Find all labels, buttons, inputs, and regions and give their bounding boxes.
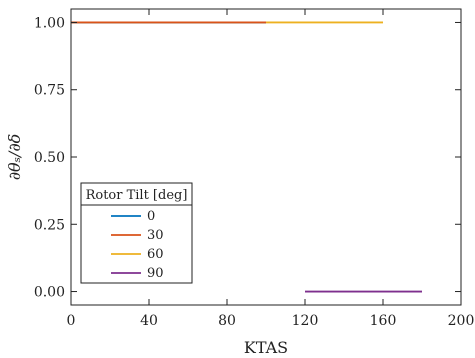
x-tick-label: 80 [218, 313, 236, 329]
legend-title: Rotor Tilt [deg] [86, 188, 188, 203]
y-axis-label: ∂θₛ/∂δ [5, 134, 24, 181]
x-tick-label: 40 [140, 313, 158, 329]
legend: Rotor Tilt [deg] 0 30 60 90 [80, 182, 193, 284]
legend-label: 60 [147, 247, 164, 262]
x-tick-label: 0 [67, 313, 76, 329]
y-tick-label: 0.50 [34, 150, 65, 166]
y-tick-label: 0.00 [34, 285, 65, 301]
y-tick-label: 0.25 [34, 217, 65, 233]
x-tick-label: 160 [370, 313, 397, 329]
y-tick-label: 1.00 [34, 15, 65, 31]
legend-label: 0 [147, 209, 155, 224]
legend-items: 0 30 60 90 [111, 209, 164, 281]
x-tick-label: 200 [448, 313, 475, 329]
plot-area [71, 21, 422, 293]
y-tick-label: 0.75 [34, 83, 65, 99]
legend-label: 30 [147, 228, 164, 243]
legend-box [80, 182, 193, 284]
x-tick-label: 120 [292, 313, 319, 329]
x-axis-label: KTAS [244, 338, 288, 357]
legend-label: 90 [147, 266, 164, 281]
axis-ticks: 0 40 80 120 160 200 0.00 0.25 0.50 0.75 1.00 [34, 9, 475, 329]
